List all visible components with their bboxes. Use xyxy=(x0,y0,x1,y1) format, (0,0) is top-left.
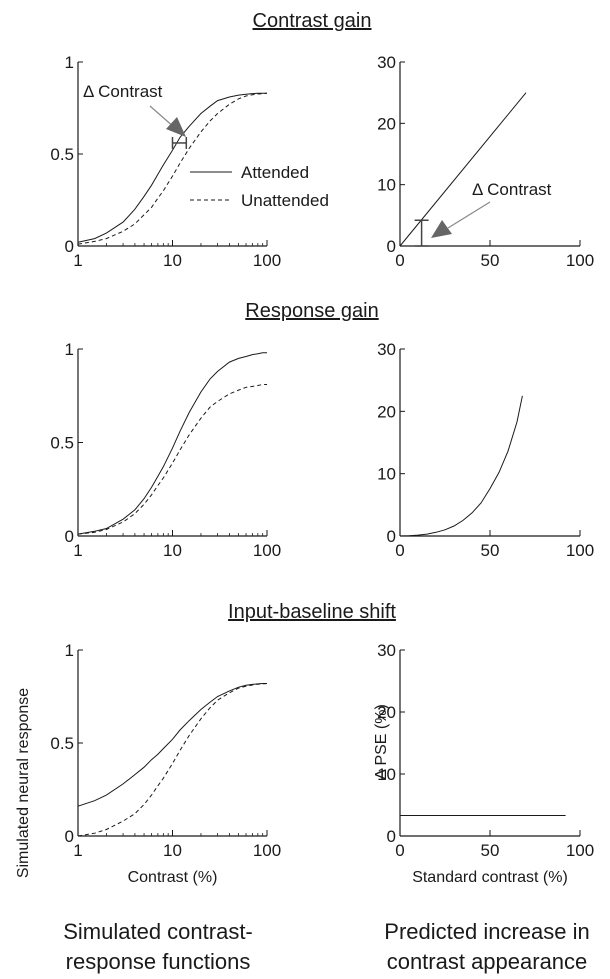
series-line-attended xyxy=(77,683,267,807)
y-tick-label: 10 xyxy=(377,176,396,195)
x-tick-label: 100 xyxy=(253,541,281,560)
y-tick-label: 30 xyxy=(377,641,396,660)
x-tick-label: 50 xyxy=(481,841,500,860)
annotation-delta-contrast: Δ Contrast xyxy=(83,82,163,101)
y-axis-label: Δ PSE (%) xyxy=(373,704,390,780)
x-tick-label: 10 xyxy=(163,251,182,270)
y-tick-label: 1 xyxy=(65,641,74,660)
x-tick-label: 10 xyxy=(163,541,182,560)
y-tick-label: 20 xyxy=(377,703,396,722)
y-tick-label: 1 xyxy=(65,340,74,359)
contrast-gain-crf-panel: 0 0.5 1 1 10 100 Attended Unattended Δ Contrast xyxy=(50,53,329,270)
annotation-arrow-head xyxy=(166,117,186,137)
y-tick-label: 1 xyxy=(65,53,74,72)
series-line-pse xyxy=(399,92,527,247)
series-line-unattended xyxy=(77,92,268,245)
y-tick-label: 0.5 xyxy=(50,434,74,453)
series-line-attended xyxy=(77,92,267,243)
bottom-label-left-line2: response functions xyxy=(66,949,251,974)
contrast-gain-pse-panel: 0 10 20 30 0 50 100 Δ Contrast xyxy=(377,53,594,270)
y-tick-label: 0 xyxy=(387,237,396,256)
x-tick-label: 100 xyxy=(566,541,594,560)
y-tick-label: 0 xyxy=(387,827,396,846)
series-line-unattended xyxy=(77,683,268,837)
y-tick-label: 0.5 xyxy=(50,145,74,164)
annotation-delta-contrast: Δ Contrast xyxy=(472,180,552,199)
baseline-shift-pse-panel: 0 10 20 30 0 50 100 Standard contrast (%) Δ PSE … xyxy=(373,641,594,886)
y-tick-label: 20 xyxy=(377,114,396,133)
y-tick-label: 20 xyxy=(377,402,396,421)
y-tick-label: 0 xyxy=(65,527,74,546)
y-tick-label: 10 xyxy=(377,765,396,784)
x-tick-label: 0 xyxy=(395,841,404,860)
bottom-label-right-line2: contrast appearance xyxy=(387,949,588,974)
x-tick-label: 100 xyxy=(253,251,281,270)
bottom-label-left-line1: Simulated contrast- xyxy=(63,919,253,944)
x-tick-label: 50 xyxy=(481,251,500,270)
x-tick-label: 100 xyxy=(566,841,594,860)
y-tick-label: 0.5 xyxy=(50,734,74,753)
section-title-contrast-gain: Contrast gain xyxy=(253,10,372,32)
x-tick-label: 0 xyxy=(395,541,404,560)
y-tick-label: 30 xyxy=(377,53,396,72)
annotation-arrow-shaft xyxy=(447,201,491,229)
y-tick-label: 30 xyxy=(377,340,396,359)
series-line-pse xyxy=(399,395,523,537)
response-gain-crf-panel: 0 0.5 1 1 10 100 xyxy=(50,340,281,560)
x-tick-label: 0 xyxy=(395,251,404,270)
section-title-response-gain: Response gain xyxy=(245,300,378,322)
x-tick-label: 1 xyxy=(73,841,82,860)
x-tick-label: 1 xyxy=(73,541,82,560)
x-tick-label: 100 xyxy=(566,251,594,270)
section-title-input-baseline-shift: Input-baseline shift xyxy=(228,601,396,623)
x-axis-label: Standard contrast (%) xyxy=(412,869,568,886)
y-axis-label: Simulated neural response xyxy=(15,688,32,878)
legend-entry-unattended: Unattended xyxy=(241,191,329,210)
legend: Attended Unattended xyxy=(190,163,329,210)
x-tick-label: 1 xyxy=(73,251,82,270)
series-line-unattended xyxy=(77,384,267,535)
y-tick-label: 0 xyxy=(65,237,74,256)
y-tick-label: 0 xyxy=(65,827,74,846)
x-tick-label: 50 xyxy=(481,541,500,560)
y-tick-label: 10 xyxy=(377,465,396,484)
series-line-attended xyxy=(77,352,267,535)
response-gain-pse-panel: 0 10 20 30 0 50 100 xyxy=(377,340,594,560)
x-axis-label: Contrast (%) xyxy=(128,869,218,886)
y-tick-label: 0 xyxy=(387,527,396,546)
annotation-arrow-head xyxy=(431,220,452,238)
x-tick-label: 100 xyxy=(253,841,281,860)
bottom-label-right-line1: Predicted increase in xyxy=(384,919,589,944)
baseline-shift-crf-panel: 0 0.5 1 1 10 100 Contrast (%) Simulated neural … xyxy=(15,641,281,886)
legend-entry-attended: Attended xyxy=(241,163,309,182)
x-tick-label: 10 xyxy=(163,841,182,860)
